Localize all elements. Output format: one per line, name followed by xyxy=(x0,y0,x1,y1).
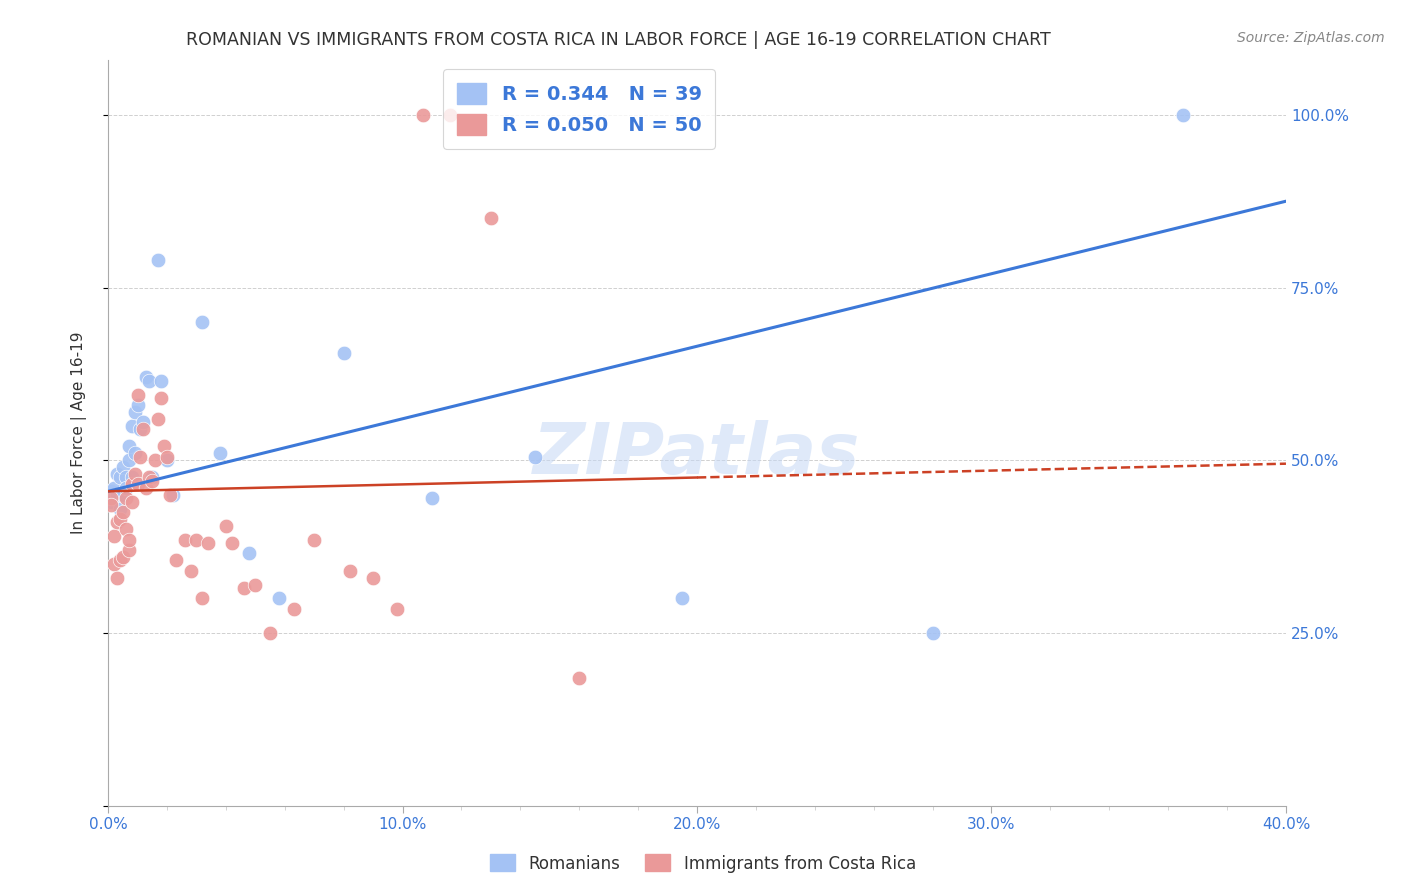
Text: ROMANIAN VS IMMIGRANTS FROM COSTA RICA IN LABOR FORCE | AGE 16-19 CORRELATION CH: ROMANIAN VS IMMIGRANTS FROM COSTA RICA I… xyxy=(186,31,1052,49)
Point xyxy=(111,549,134,564)
Point xyxy=(121,477,143,491)
Point xyxy=(108,553,131,567)
Text: ZIPatlas: ZIPatlas xyxy=(533,420,860,490)
Point xyxy=(138,374,160,388)
Point xyxy=(146,252,169,267)
Point xyxy=(162,488,184,502)
Point xyxy=(118,453,141,467)
Point xyxy=(153,439,176,453)
Point xyxy=(143,453,166,467)
Point xyxy=(524,450,547,464)
Point xyxy=(267,591,290,606)
Legend: Romanians, Immigrants from Costa Rica: Romanians, Immigrants from Costa Rica xyxy=(484,847,922,880)
Point xyxy=(121,494,143,508)
Point xyxy=(118,533,141,547)
Point xyxy=(568,671,591,685)
Point xyxy=(114,470,136,484)
Point xyxy=(108,501,131,516)
Point xyxy=(105,516,128,530)
Point xyxy=(138,470,160,484)
Point xyxy=(103,481,125,495)
Point xyxy=(118,439,141,453)
Point xyxy=(339,564,361,578)
Point xyxy=(141,474,163,488)
Point xyxy=(245,577,267,591)
Point xyxy=(129,450,152,464)
Point xyxy=(283,601,305,615)
Point xyxy=(232,581,254,595)
Point xyxy=(412,108,434,122)
Point xyxy=(111,488,134,502)
Point xyxy=(208,446,231,460)
Point xyxy=(124,405,146,419)
Point xyxy=(132,422,155,436)
Point xyxy=(111,460,134,475)
Point xyxy=(100,484,122,499)
Point xyxy=(100,491,122,506)
Point xyxy=(114,481,136,495)
Point xyxy=(165,553,187,567)
Point xyxy=(238,546,260,560)
Point xyxy=(100,498,122,512)
Point xyxy=(420,491,443,506)
Point xyxy=(121,470,143,484)
Point xyxy=(361,571,384,585)
Point xyxy=(121,418,143,433)
Point xyxy=(103,491,125,506)
Point xyxy=(127,477,149,491)
Point xyxy=(180,564,202,578)
Point xyxy=(127,477,149,491)
Point xyxy=(141,470,163,484)
Point xyxy=(332,346,354,360)
Point xyxy=(215,519,238,533)
Point xyxy=(103,529,125,543)
Point xyxy=(114,491,136,506)
Point xyxy=(135,370,157,384)
Point xyxy=(105,488,128,502)
Point xyxy=(921,626,943,640)
Point xyxy=(1171,108,1194,122)
Point xyxy=(385,601,408,615)
Point xyxy=(439,108,461,122)
Point xyxy=(132,415,155,429)
Point xyxy=(173,533,195,547)
Point xyxy=(105,467,128,481)
Point xyxy=(111,505,134,519)
Point xyxy=(671,591,693,606)
Point xyxy=(186,533,208,547)
Point xyxy=(114,522,136,536)
Point xyxy=(156,450,179,464)
Point xyxy=(156,453,179,467)
Point xyxy=(302,533,325,547)
Point xyxy=(127,387,149,401)
Point xyxy=(129,422,152,436)
Point xyxy=(259,626,281,640)
Point xyxy=(191,315,214,329)
Point xyxy=(108,512,131,526)
Point xyxy=(108,470,131,484)
Point xyxy=(150,374,173,388)
Point xyxy=(135,481,157,495)
Point xyxy=(103,557,125,571)
Point xyxy=(197,536,219,550)
Point xyxy=(146,411,169,425)
Point xyxy=(127,398,149,412)
Point xyxy=(118,543,141,558)
Text: Source: ZipAtlas.com: Source: ZipAtlas.com xyxy=(1237,31,1385,45)
Point xyxy=(105,571,128,585)
Point xyxy=(221,536,243,550)
Point xyxy=(150,391,173,405)
Legend: R = 0.344   N = 39, R = 0.050   N = 50: R = 0.344 N = 39, R = 0.050 N = 50 xyxy=(443,70,716,149)
Point xyxy=(159,488,181,502)
Point xyxy=(479,211,502,226)
Point xyxy=(100,494,122,508)
Point xyxy=(124,467,146,481)
Y-axis label: In Labor Force | Age 16-19: In Labor Force | Age 16-19 xyxy=(72,331,87,533)
Point xyxy=(191,591,214,606)
Point xyxy=(124,446,146,460)
